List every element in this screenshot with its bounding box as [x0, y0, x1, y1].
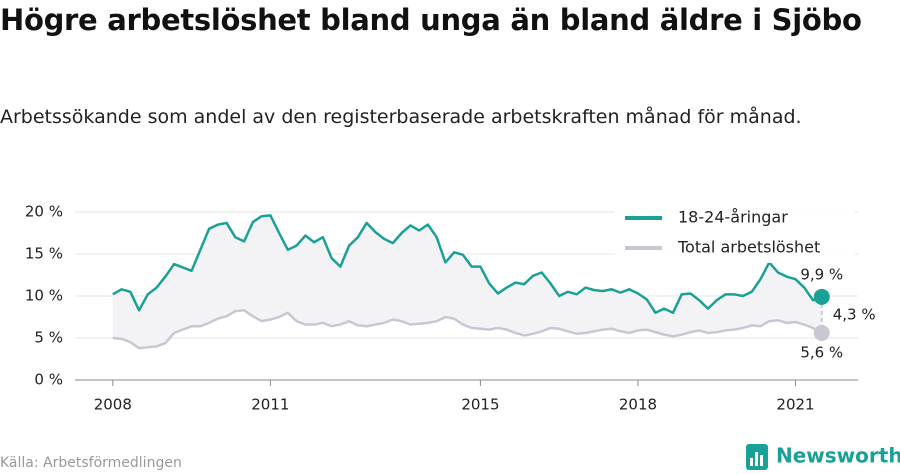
end-label: 5,6 %	[800, 343, 843, 361]
brand-name: Newsworthy	[776, 444, 900, 468]
series-line	[112, 309, 823, 350]
y-tick-label: 15 %	[25, 245, 63, 263]
brand-logo: Newsworthy	[746, 444, 900, 470]
y-tick-label: 20 %	[25, 203, 63, 221]
x-tick-label: 2008	[94, 396, 132, 414]
series-line	[112, 214, 823, 315]
legend-label: Total arbetslöshet	[677, 238, 820, 257]
source: Källa: Arbetsförmedlingen	[0, 455, 182, 471]
x-tick-label: 2018	[619, 396, 657, 414]
legend-box	[615, 203, 855, 263]
logo-bar	[750, 458, 753, 466]
x-tick-label: 2021	[776, 396, 814, 414]
end-marker	[813, 288, 830, 305]
x-tick-label: 2015	[461, 396, 499, 414]
y-tick-label: 10 %	[25, 287, 63, 305]
logo-bar	[760, 455, 763, 466]
chart-subtitle: Arbetssökande som andel av den registerb…	[0, 106, 802, 128]
difference-label: 4,3 %	[833, 305, 876, 323]
end-marker	[813, 324, 830, 341]
legend-label: 18-24-åringar	[678, 208, 788, 227]
y-tick-label: 0 %	[34, 371, 63, 389]
x-tick-label: 2011	[251, 396, 289, 414]
end-label: 9,9 %	[800, 265, 843, 283]
logo-bar	[755, 452, 758, 466]
y-tick-label: 5 %	[34, 329, 63, 347]
chart-title: Högre arbetslöshet bland unga än bland ä…	[0, 3, 862, 37]
